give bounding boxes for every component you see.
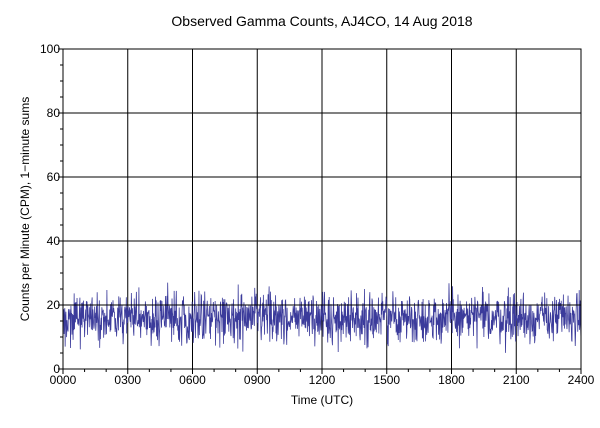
x-axis-label: Time (UTC) (291, 393, 353, 407)
series-line-counts (62, 282, 582, 353)
y-tick-label: 60 (47, 170, 61, 184)
x-tick-label: 1800 (438, 373, 465, 387)
y-tick-label: 20 (47, 298, 61, 312)
x-tick-label: 1500 (373, 373, 400, 387)
y-tick-label: 80 (47, 106, 61, 120)
y-tick-label: 100 (40, 42, 60, 56)
x-tick-label: 0600 (179, 373, 206, 387)
x-tick-label: 0300 (114, 373, 141, 387)
y-axis: 0 20 40 60 80 100 (40, 42, 63, 376)
x-tick-label: 0900 (244, 373, 271, 387)
y-axis-label: Counts per Minute (CPM), 1−minute sums (18, 97, 32, 321)
series-layer (62, 282, 582, 353)
x-tick-label: 2400 (568, 373, 595, 387)
y-tick-label: 40 (47, 234, 61, 248)
x-axis: 0000 0300 0600 0900 1200 1500 1800 2100 2400 (50, 369, 595, 387)
chart-title: Observed Gamma Counts, AJ4CO, 14 Aug 201… (171, 13, 472, 29)
x-tick-label: 1200 (309, 373, 336, 387)
x-tick-label: 0000 (50, 373, 77, 387)
y-tick-label: 0 (53, 362, 60, 376)
x-tick-label: 2100 (503, 373, 530, 387)
